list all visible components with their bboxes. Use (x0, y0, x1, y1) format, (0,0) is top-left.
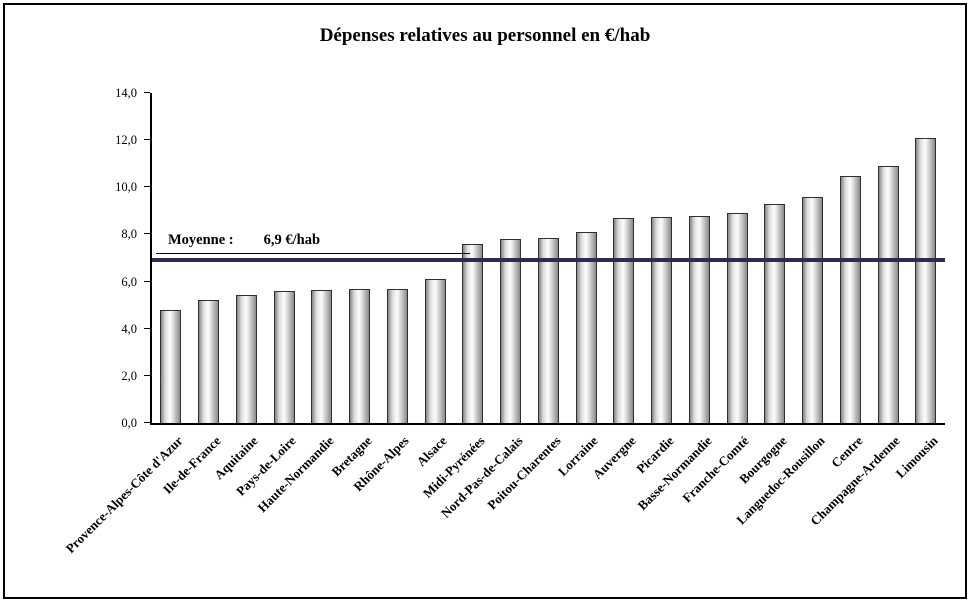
y-tick-label-1: 2,0 (121, 368, 137, 383)
x-axis-labels: Provence-Alpes-Côte d'Azur Ile-de-France A… (62, 425, 943, 601)
bar-9 (500, 239, 522, 423)
bar-16 (764, 203, 786, 423)
y-tick-label-5: 10,0 (115, 180, 137, 195)
bar-8 (462, 243, 484, 423)
y-tick-mark-6 (144, 139, 150, 141)
bar-13 (651, 216, 673, 423)
bar-0 (160, 309, 182, 423)
y-tick-label-7: 14,0 (115, 86, 137, 100)
bar-14 (688, 215, 710, 423)
y-tick-label-2: 4,0 (121, 321, 137, 336)
bar-18 (839, 175, 861, 423)
y-tick-label-6: 12,0 (115, 133, 137, 148)
bar-5 (349, 288, 371, 423)
y-axis: 0,0 2,0 4,0 6,0 8,0 10,0 12,0 14,0 (5, 86, 150, 430)
bar-4 (311, 289, 333, 423)
bar-15 (726, 213, 748, 423)
bar-17 (802, 196, 824, 423)
bar-19 (877, 166, 899, 423)
bars-container (152, 93, 945, 423)
y-tick-mark-3 (144, 280, 150, 282)
bar-10 (537, 237, 559, 423)
chart-title: Dépenses relatives au personnel en €/hab (319, 25, 651, 46)
y-tick-mark-2 (144, 327, 150, 329)
y-tick-label-4: 8,0 (121, 227, 137, 242)
y-tick-mark-0 (144, 422, 150, 423)
average-value-text: 6,9 €/hab (263, 232, 321, 249)
y-tick-label-3: 6,0 (121, 274, 137, 289)
bar-2 (235, 294, 257, 423)
bar-1 (198, 300, 220, 423)
plot-area: Moyenne : 6,9 €/hab (150, 93, 945, 425)
y-tick-mark-7 (144, 92, 150, 93)
bar-6 (386, 288, 408, 423)
average-line (152, 258, 945, 263)
average-label: Moyenne : 6,9 €/hab (156, 232, 470, 255)
bar-11 (575, 232, 597, 423)
bar-3 (273, 291, 295, 423)
bar-20 (915, 137, 937, 423)
average-label-text: Moyenne : (168, 232, 234, 249)
bar-12 (613, 217, 635, 423)
y-tick-mark-4 (144, 233, 150, 235)
bar-7 (424, 279, 446, 423)
chart-frame: Dépenses relatives au personnel en €/hab… (3, 3, 967, 599)
y-tick-mark-1 (144, 374, 150, 376)
y-tick-mark-5 (144, 186, 150, 188)
y-tick-label-0: 0,0 (121, 416, 137, 430)
